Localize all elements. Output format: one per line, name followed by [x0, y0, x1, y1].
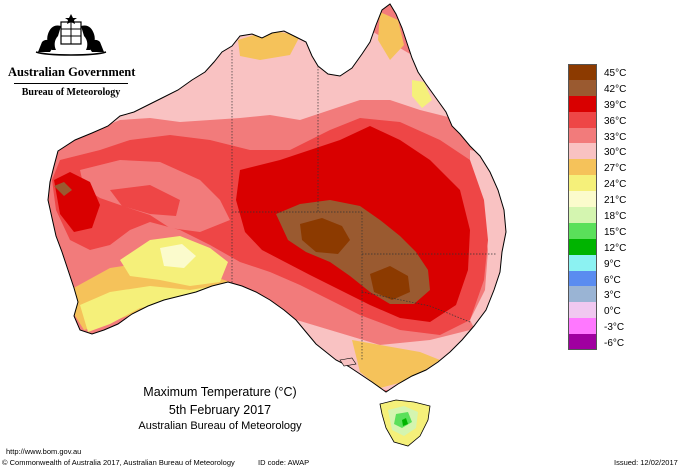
legend-label: 15°C — [604, 226, 627, 238]
legend-swatch — [568, 318, 597, 335]
legend-row: 12°C — [568, 238, 646, 255]
legend-label: 33°C — [604, 131, 627, 143]
kangaroo-island — [339, 357, 357, 367]
legend-row: 30°C — [568, 143, 646, 160]
legend-label: 12°C — [604, 242, 627, 254]
legend-label: 24°C — [604, 179, 627, 191]
legend-row: 45°C — [568, 64, 646, 80]
legend-row: 15°C — [568, 222, 646, 239]
legend-row: 36°C — [568, 111, 646, 128]
state-borders — [231, 50, 496, 360]
legend-label: 3°C — [604, 290, 621, 302]
legend-swatch — [568, 95, 597, 112]
legend-swatch — [568, 79, 597, 96]
legend-swatch — [568, 207, 597, 223]
coastline — [47, 3, 507, 393]
legend-swatch — [568, 111, 597, 128]
legend-label: 42°C — [604, 83, 627, 95]
legend-swatch — [568, 302, 597, 319]
footer-url[interactable]: http://www.bom.gov.au — [6, 447, 82, 456]
legend-swatch — [568, 334, 597, 351]
legend-label: 30°C — [604, 147, 627, 159]
legend-label: 9°C — [604, 258, 621, 270]
legend-label: 0°C — [604, 306, 621, 318]
header-divider — [14, 83, 128, 84]
bureau-name: Bureau of Meteorology — [21, 87, 121, 98]
legend-row: 3°C — [568, 286, 646, 303]
legend-row: -6°C — [568, 334, 646, 351]
legend-swatch — [568, 64, 597, 80]
legend-row: 0°C — [568, 302, 646, 319]
tasmania — [379, 399, 431, 447]
legend-row: 33°C — [568, 127, 646, 144]
government-title: Australian Government — [8, 65, 136, 79]
map-organisation: Australian Bureau of Meteorology — [138, 420, 302, 432]
legend-row: 18°C — [568, 207, 646, 223]
legend-swatch — [568, 222, 597, 239]
legend-swatch — [568, 175, 597, 192]
legend-swatch — [568, 270, 597, 287]
legend-swatch — [568, 143, 597, 160]
legend-label: -3°C — [604, 322, 625, 334]
legend-swatch — [568, 159, 597, 176]
map-title: Maximum Temperature (°C) — [143, 385, 297, 399]
legend-label: 39°C — [604, 99, 627, 111]
government-header: Australian Government Bureau of Meteorol… — [8, 12, 136, 98]
legend-swatch — [568, 286, 597, 303]
legend-swatch — [568, 238, 597, 255]
legend-label: 36°C — [604, 115, 627, 127]
legend-label: 21°C — [604, 195, 627, 207]
legend-row: -3°C — [568, 318, 646, 335]
map-caption: Maximum Temperature (°C) 5th February 20… — [120, 384, 320, 433]
legend-swatch — [568, 191, 597, 208]
temperature-zones — [52, 12, 506, 390]
legend-row: 42°C — [568, 79, 646, 96]
legend-swatch — [568, 254, 597, 271]
map-date: 5th February 2017 — [168, 403, 272, 417]
legend-row: 24°C — [568, 175, 646, 192]
footer-id-code: ID code: AWAP — [258, 458, 310, 467]
legend-label: 45°C — [604, 68, 627, 79]
legend-label: -6°C — [604, 338, 625, 350]
legend-row: 21°C — [568, 191, 646, 208]
legend-row: 27°C — [568, 159, 646, 176]
legend-row: 9°C — [568, 254, 646, 271]
legend-swatch — [568, 127, 597, 144]
legend-row: 39°C — [568, 95, 646, 112]
legend-row: 6°C — [568, 270, 646, 287]
legend-label: 18°C — [604, 211, 627, 223]
footer-copyright: © Commonwealth of Australia 2017, Austra… — [2, 458, 235, 467]
legend-label: 27°C — [604, 163, 627, 175]
legend-label: 6°C — [604, 274, 621, 286]
temperature-legend: 45°C 42°C 39°C 36°C 33°C 30°C 27°C 24°C 21°C 18°C… — [568, 64, 646, 351]
coat-of-arms-icon — [35, 14, 107, 56]
footer-issued: Issued: 12/02/2017 — [614, 458, 678, 467]
